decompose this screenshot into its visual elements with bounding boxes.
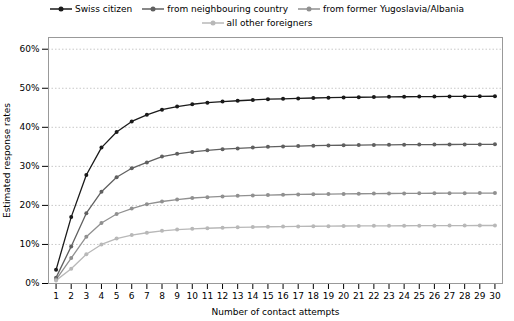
svg-text:19: 19 xyxy=(323,291,335,301)
svg-text:10: 10 xyxy=(187,291,199,301)
svg-text:60%: 60% xyxy=(19,44,39,54)
svg-text:16: 16 xyxy=(277,291,289,301)
svg-text:50%: 50% xyxy=(19,83,39,93)
svg-text:23: 23 xyxy=(383,291,394,301)
svg-text:5: 5 xyxy=(114,291,120,301)
html-text:from former Yugoslavia/Albania: from former Yugoslavia/Albania xyxy=(323,4,464,14)
svg-text:18: 18 xyxy=(308,291,320,301)
svg-text:14: 14 xyxy=(247,291,259,301)
html-text:all other foreigners: all other foreigners xyxy=(226,18,313,28)
svg-text:Estimated response rates: Estimated response rates xyxy=(2,103,12,218)
svg-text:0%: 0% xyxy=(25,278,40,288)
svg-text:10%: 10% xyxy=(19,239,39,249)
svg-text:20%: 20% xyxy=(19,200,39,210)
svg-text:7: 7 xyxy=(144,291,150,301)
svg-text:8: 8 xyxy=(159,291,165,301)
svg-text:12: 12 xyxy=(217,291,228,301)
svg-text:3: 3 xyxy=(83,291,89,301)
svg-text:13: 13 xyxy=(232,291,243,301)
html-text:Swiss citizen: Swiss citizen xyxy=(75,4,133,14)
html-text:from neighbouring country: from neighbouring country xyxy=(167,4,288,14)
svg-text:30: 30 xyxy=(489,291,501,301)
svg-text:21: 21 xyxy=(353,291,364,301)
svg-text:17: 17 xyxy=(292,291,303,301)
svg-text:6: 6 xyxy=(129,291,135,301)
svg-text:29: 29 xyxy=(474,291,486,301)
svg-text:20: 20 xyxy=(338,291,350,301)
svg-text:30%: 30% xyxy=(19,161,39,171)
svg-text:Number of contact attempts: Number of contact attempts xyxy=(212,307,340,317)
svg-text:2: 2 xyxy=(68,291,74,301)
svg-text:9: 9 xyxy=(174,291,180,301)
svg-text:22: 22 xyxy=(368,291,379,301)
svg-text:27: 27 xyxy=(444,291,455,301)
svg-text:24: 24 xyxy=(398,291,410,301)
svg-text:26: 26 xyxy=(429,291,441,301)
svg-text:28: 28 xyxy=(459,291,471,301)
svg-text:11: 11 xyxy=(202,291,213,301)
svg-text:25: 25 xyxy=(414,291,425,301)
svg-text:15: 15 xyxy=(262,291,273,301)
svg-text:1: 1 xyxy=(53,291,59,301)
svg-text:4: 4 xyxy=(99,291,105,301)
svg-text:40%: 40% xyxy=(19,122,39,132)
